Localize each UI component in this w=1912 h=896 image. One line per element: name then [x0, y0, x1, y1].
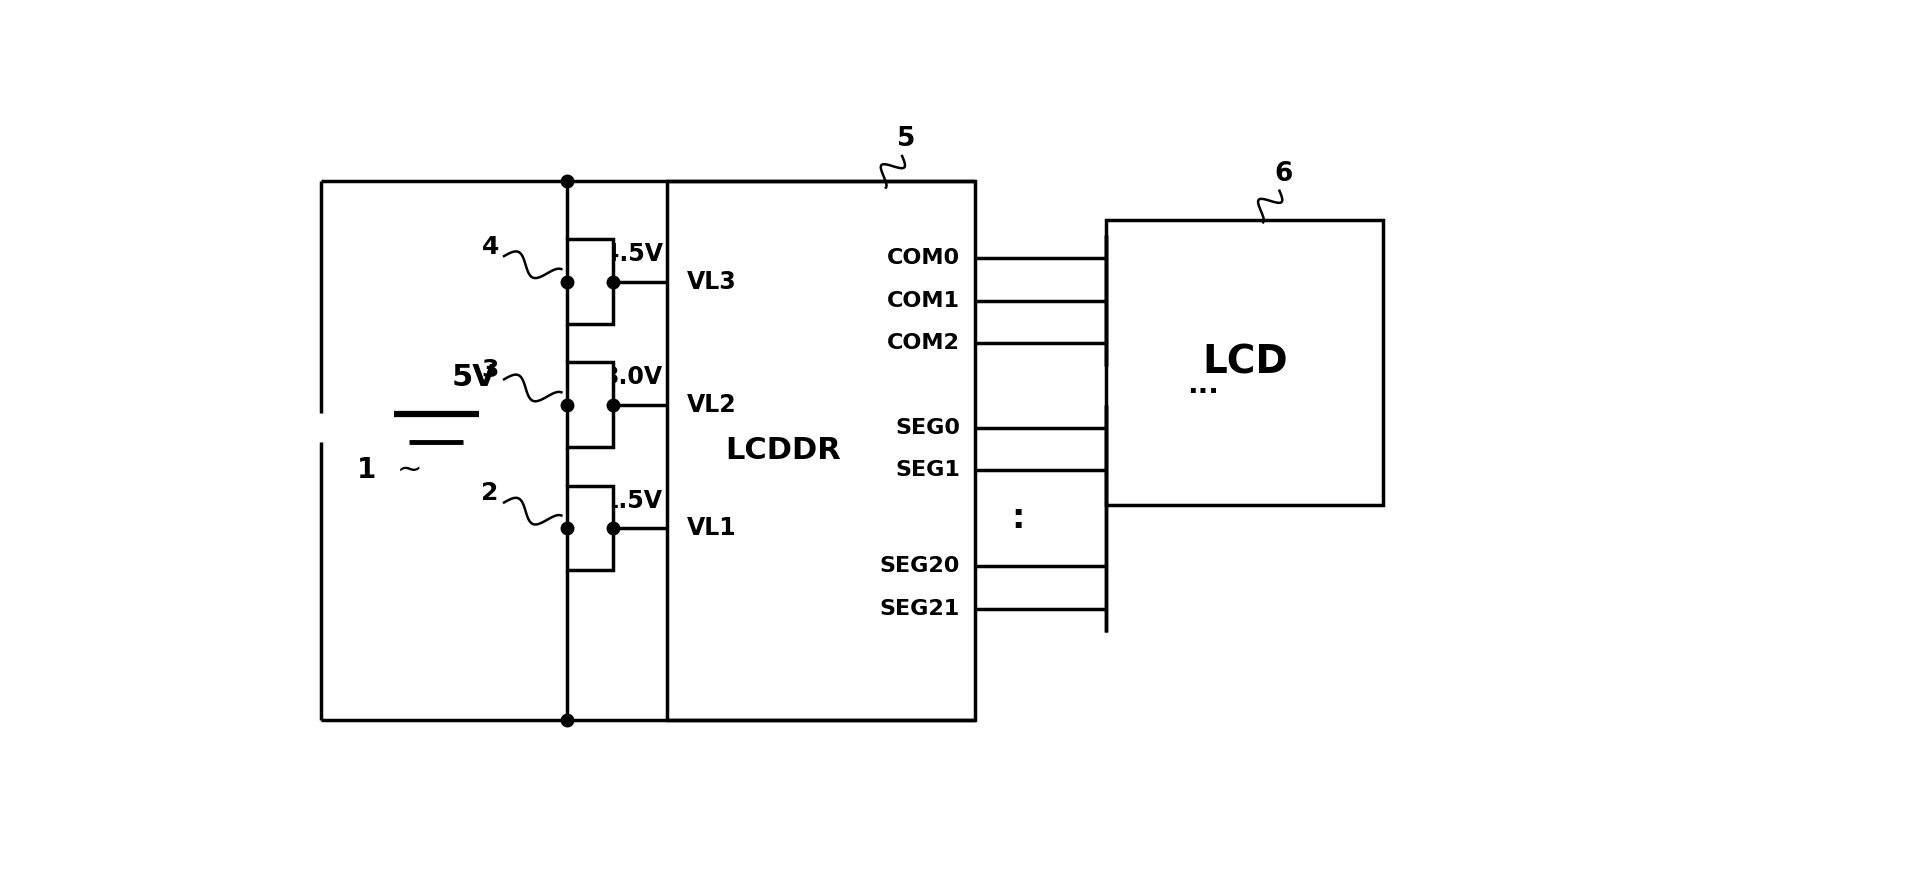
Text: ~: ~: [396, 456, 423, 485]
Text: LCD: LCD: [1203, 343, 1287, 382]
Text: SEG0: SEG0: [895, 418, 960, 438]
Bar: [1107, 220, 1384, 504]
Bar: [568, 239, 614, 323]
Text: SEG1: SEG1: [895, 461, 960, 480]
Text: 1: 1: [358, 456, 377, 484]
Text: 2: 2: [482, 481, 499, 505]
Text: COM1: COM1: [887, 291, 960, 311]
Text: 5V: 5V: [451, 363, 497, 392]
Text: SEG21: SEG21: [880, 599, 960, 619]
Text: COM0: COM0: [887, 248, 960, 269]
Text: 3.0V: 3.0V: [602, 366, 663, 390]
Text: LCDDR: LCDDR: [725, 436, 841, 465]
Text: 6: 6: [1273, 160, 1293, 186]
Text: 3: 3: [482, 358, 499, 382]
Bar: [667, 182, 975, 720]
Text: VL3: VL3: [686, 270, 736, 294]
Text: 4: 4: [482, 235, 499, 259]
Text: 1.5V: 1.5V: [602, 488, 663, 513]
Text: VL2: VL2: [686, 392, 736, 417]
Bar: [568, 486, 614, 570]
Text: 4.5V: 4.5V: [602, 242, 663, 266]
Text: SEG20: SEG20: [880, 556, 960, 576]
Text: 5: 5: [897, 126, 916, 152]
Text: :: :: [1011, 502, 1025, 535]
Text: ...: ...: [1187, 372, 1220, 400]
Bar: [568, 362, 614, 447]
Text: VL1: VL1: [686, 516, 736, 540]
Text: COM2: COM2: [887, 333, 960, 353]
